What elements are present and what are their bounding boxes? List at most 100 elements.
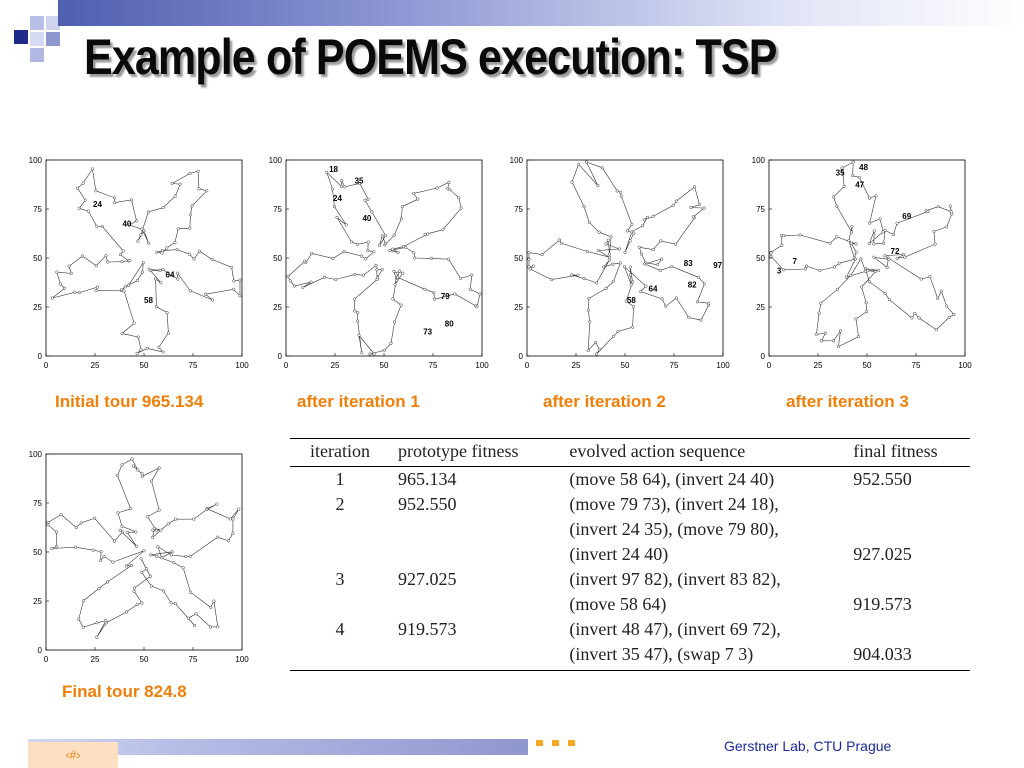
city-point bbox=[623, 250, 627, 254]
city-point bbox=[135, 351, 139, 355]
city-point bbox=[878, 217, 882, 221]
city-point bbox=[366, 197, 370, 201]
city-point bbox=[910, 316, 914, 320]
cell-action-sequence: (move 58 64), (invert 24 40) bbox=[569, 469, 775, 489]
city-point bbox=[867, 280, 871, 284]
city-label: 24 bbox=[93, 200, 102, 209]
city-point bbox=[887, 257, 891, 261]
city-point bbox=[363, 198, 367, 202]
tour-plot-initial: 0 0 25 25 50 50 75 75 100 100 24 40 64 58 bbox=[28, 152, 260, 382]
city-point bbox=[702, 206, 706, 210]
city-label: 58 bbox=[144, 296, 153, 305]
city-point bbox=[77, 617, 81, 621]
city-point bbox=[203, 292, 208, 296]
city-point bbox=[832, 339, 836, 343]
city-point bbox=[135, 278, 139, 283]
city-point bbox=[478, 292, 482, 296]
city-point bbox=[208, 625, 213, 629]
city-point bbox=[798, 233, 802, 237]
city-point bbox=[814, 332, 818, 336]
city-point bbox=[393, 282, 397, 287]
city-point bbox=[610, 262, 615, 266]
city-point bbox=[393, 320, 397, 324]
city-point bbox=[642, 218, 646, 222]
y-tick-label: 100 bbox=[269, 156, 283, 165]
cell-prototype-fitness: 952.550 bbox=[398, 494, 457, 514]
x-tick-label: 75 bbox=[429, 361, 438, 370]
city-point bbox=[540, 253, 544, 257]
city-point bbox=[441, 228, 445, 232]
city-point bbox=[697, 202, 702, 207]
city-point bbox=[157, 345, 161, 349]
x-tick-label: 75 bbox=[912, 361, 921, 370]
cell-iteration: 1 bbox=[335, 469, 345, 489]
city-point bbox=[696, 275, 700, 279]
city-point bbox=[215, 502, 219, 506]
city-point bbox=[166, 331, 170, 335]
tour-plot-iteration-1: 0 0 25 25 50 50 75 75 100 100 18 35 24 40 79 80 73 bbox=[268, 152, 500, 382]
city-point bbox=[689, 205, 693, 210]
city-point bbox=[459, 206, 463, 210]
city-label: 72 bbox=[891, 247, 900, 256]
city-point bbox=[639, 252, 644, 256]
cell-prototype-fitness bbox=[388, 517, 559, 542]
city-point bbox=[838, 329, 843, 333]
city-point bbox=[702, 282, 707, 286]
tour-path bbox=[770, 161, 955, 348]
city-point bbox=[149, 479, 154, 483]
city-point bbox=[120, 260, 124, 264]
city-point bbox=[818, 268, 822, 273]
city-point bbox=[375, 268, 379, 272]
city-point bbox=[73, 290, 77, 294]
city-point bbox=[58, 282, 62, 286]
city-point bbox=[901, 252, 906, 257]
city-point bbox=[853, 257, 857, 261]
plot-frame bbox=[768, 159, 966, 357]
city-point bbox=[819, 339, 824, 343]
city-point bbox=[46, 523, 50, 527]
city-point bbox=[416, 197, 420, 201]
city-point bbox=[139, 233, 143, 237]
city-point bbox=[79, 521, 83, 525]
x-tick-label: 25 bbox=[91, 361, 100, 370]
cell-final-fitness bbox=[843, 617, 970, 642]
city-point bbox=[659, 239, 663, 243]
city-point bbox=[629, 283, 633, 287]
city-point bbox=[600, 166, 604, 170]
city-point bbox=[866, 269, 870, 273]
city-label: 80 bbox=[445, 320, 454, 329]
footer-dot bbox=[568, 740, 575, 746]
city-point bbox=[188, 554, 193, 558]
city-point bbox=[181, 566, 185, 570]
x-tick-label: 25 bbox=[91, 655, 100, 664]
city-point bbox=[301, 285, 305, 290]
city-label: 58 bbox=[627, 296, 636, 305]
tour-plot-iteration-3: 0 0 25 25 50 50 75 75 100 100 48 35 47 69 72 7 3 bbox=[751, 152, 983, 382]
table-row: 4 919.573 (invert 48 47), (invert 69 72), bbox=[290, 617, 970, 642]
x-tick-label: 50 bbox=[380, 361, 389, 370]
y-tick-label: 50 bbox=[273, 254, 282, 263]
tour-path bbox=[528, 161, 710, 355]
city-point bbox=[432, 291, 436, 295]
city-point bbox=[166, 522, 170, 526]
city-point bbox=[412, 191, 416, 196]
y-tick-label: 100 bbox=[29, 450, 43, 459]
city-point bbox=[550, 278, 554, 282]
city-point bbox=[331, 256, 335, 260]
city-point bbox=[215, 535, 220, 539]
city-point bbox=[423, 232, 427, 236]
city-point bbox=[118, 528, 122, 532]
city-point bbox=[607, 252, 612, 256]
city-point bbox=[470, 273, 474, 277]
city-point bbox=[188, 590, 193, 594]
y-tick-label: 50 bbox=[756, 254, 765, 263]
city-point bbox=[557, 238, 562, 242]
city-point bbox=[631, 280, 635, 284]
city-label: 35 bbox=[836, 169, 845, 178]
city-point bbox=[674, 242, 678, 246]
city-point bbox=[891, 232, 896, 237]
tour-plot-svg: 00 25 25 50 50 75 75 100 100 48 35 47 69 72 7 3 bbox=[752, 156, 973, 370]
city-point bbox=[628, 265, 632, 269]
city-point bbox=[228, 517, 232, 521]
cell-iteration bbox=[290, 642, 388, 671]
